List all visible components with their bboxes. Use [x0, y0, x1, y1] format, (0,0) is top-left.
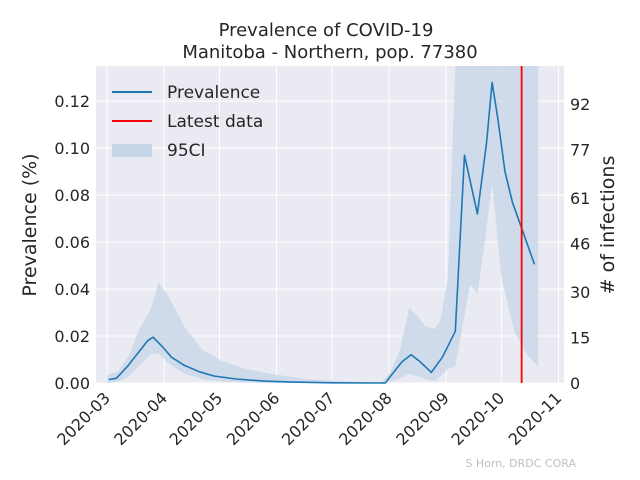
- y2-tick-label-5: 77: [570, 140, 590, 159]
- x-tick-label-2: 2020-05: [166, 388, 227, 449]
- y-axis-label: Prevalence (%): [19, 153, 41, 296]
- x-tick-label-6: 2020-09: [392, 388, 453, 449]
- y2-tick-label-4: 61: [570, 189, 590, 208]
- y-tick-label-1: 0.02: [54, 327, 90, 346]
- y2-tick-label-0: 0: [570, 374, 580, 393]
- x-tick-labels: 2020-032020-042020-052020-062020-072020-…: [53, 388, 565, 449]
- x-tick-label-3: 2020-06: [223, 388, 284, 449]
- chart-title: Prevalence of COVID-19: [219, 20, 434, 41]
- chart-subtitle: Manitoba - Northern, pop. 77380: [182, 42, 477, 63]
- prevalence-line: [108, 81, 536, 384]
- legend-label-latest: Latest data: [167, 112, 263, 132]
- legend: Prevalence Latest data 95CI: [112, 83, 263, 161]
- x-tick-label-0: 2020-03: [53, 388, 114, 449]
- y-tick-label-5: 0.10: [54, 139, 90, 158]
- y-tick-labels: 0.00 0.02 0.04 0.06 0.08 0.10 0.12: [54, 92, 90, 393]
- y2-tick-label-6: 92: [570, 95, 590, 114]
- y-tick-label-6: 0.12: [54, 92, 90, 111]
- x-tick-label-8: 2020-11: [505, 388, 566, 449]
- y2-tick-label-1: 15: [570, 329, 590, 348]
- legend-label-prevalence: Prevalence: [167, 83, 260, 103]
- legend-label-95ci: 95CI: [167, 141, 206, 161]
- y2-tick-label-3: 46: [570, 235, 590, 254]
- credit-text: S Horn, DRDC CORA: [465, 457, 576, 470]
- y2-tick-label-2: 30: [570, 283, 590, 302]
- y2-tick-labels: 0 15 30 46 61 77 92: [570, 95, 590, 393]
- y2-axis-label: # of infections: [597, 156, 619, 295]
- y-tick-label-0: 0.00: [54, 374, 90, 393]
- x-tick-label-5: 2020-08: [335, 388, 396, 449]
- y-tick-label-4: 0.08: [54, 186, 90, 205]
- x-tick-label-4: 2020-07: [278, 388, 339, 449]
- x-tick-label-1: 2020-04: [110, 388, 171, 449]
- x-tick-label-7: 2020-10: [448, 388, 509, 449]
- y-tick-label-2: 0.04: [54, 280, 90, 299]
- y-tick-label-3: 0.06: [54, 233, 90, 252]
- prevalence-series-line: [108, 81, 536, 384]
- legend-swatch-95ci: [112, 144, 152, 157]
